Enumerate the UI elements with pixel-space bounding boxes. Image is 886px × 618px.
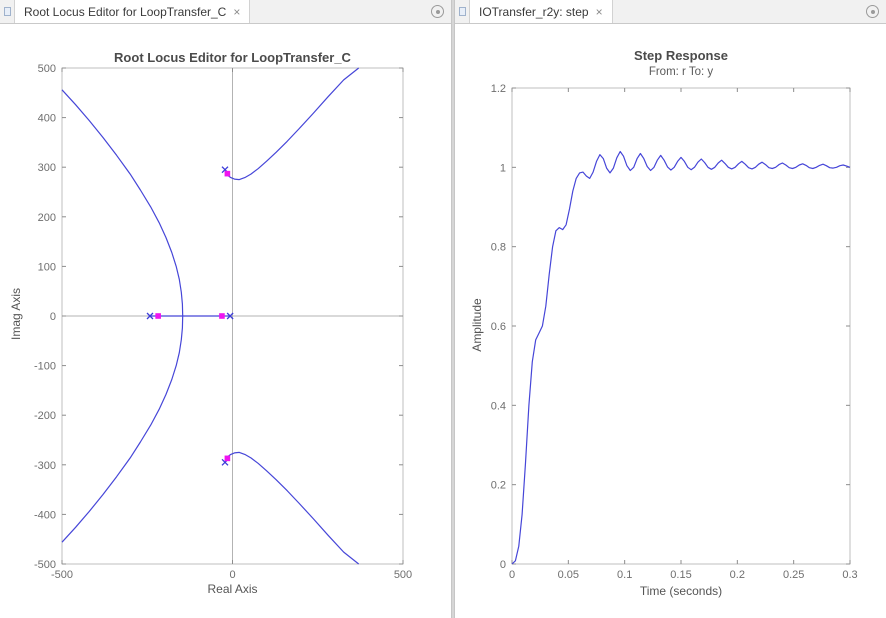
closed-loop-pole-square-icon[interactable] (224, 170, 231, 177)
y-tick-label: -100 (34, 361, 56, 373)
y-tick-label: 200 (38, 212, 56, 224)
step-response-xlabel: Time (seconds) (639, 584, 723, 598)
root-locus-xlabel: Real Axis (207, 582, 258, 596)
plot-box (511, 87, 851, 565)
x-tick-label: 0.1 (617, 569, 632, 581)
y-tick-label: -400 (34, 509, 56, 521)
step-response-plot: 0 0.05 0.1 0.15 0.2 0.25 0.3 0 0.2 0.4 0.6 0.8 1 1.2 (491, 83, 858, 581)
root-locus-plot[interactable]: -500 0 500 -500 -400 -300 -200 -100 0 100 200 300 40… (0, 24, 451, 618)
y-tick-label: 0.4 (491, 400, 506, 412)
tab-iotransfer-step[interactable]: IOTransfer_r2y: step × (469, 0, 613, 23)
x-tick-label: 0.25 (783, 569, 804, 581)
x-tick-label: 0.3 (842, 569, 857, 581)
series-step-response (511, 150, 851, 565)
y-tick-label: -500 (34, 559, 56, 571)
y-tick-label: -200 (34, 410, 56, 422)
y-tick-label: 0.8 (491, 242, 506, 254)
y-tick-label: 400 (38, 113, 56, 125)
close-icon[interactable]: × (233, 4, 241, 19)
close-icon[interactable]: × (595, 4, 603, 19)
x-tick-label: 0.15 (670, 569, 691, 581)
step-response-title: Step Response (634, 48, 728, 63)
root-locus-title: Root Locus Editor for LoopTransfer_C (114, 50, 351, 65)
y-tick-label: 1.2 (491, 83, 506, 95)
y-tick-label: 0 (50, 311, 56, 323)
closed-loop-pole-square-icon[interactable] (224, 455, 231, 462)
open-loop-pole-x-icon (226, 312, 234, 320)
root-locus-tabbar: Root Locus Editor for LoopTransfer_C × (0, 0, 451, 24)
x-tick-label: -500 (51, 569, 73, 581)
document-icon (3, 7, 11, 16)
x-tick-label: 0 (509, 569, 515, 581)
step-response-subtitle: From: r To: y (648, 66, 714, 78)
root-locus-content: Root Locus Editor for LoopTransfer_C Ima… (0, 24, 451, 618)
closed-loop-pole-square-icon[interactable] (219, 313, 225, 319)
x-tick-label: 500 (394, 569, 412, 581)
float-panel-icon[interactable] (431, 5, 444, 18)
tab-label: Root Locus Editor for LoopTransfer_C (24, 4, 227, 19)
step-response-panel: IOTransfer_r2y: step × Step Response Fro… (455, 0, 886, 618)
panel-grip-icon (0, 0, 14, 23)
step-response-content: Step Response From: r To: y Amplitude Ti… (455, 24, 886, 618)
y-tick-label: 0 (500, 559, 506, 571)
y-tick-label: 1 (500, 162, 506, 174)
x-tick-label: 0.05 (558, 569, 579, 581)
y-tick-label: -300 (34, 460, 56, 472)
series-upper-right-branch (227, 67, 360, 181)
y-tick-label: 100 (38, 261, 56, 273)
tab-root-locus-editor[interactable]: Root Locus Editor for LoopTransfer_C × (14, 0, 251, 23)
open-loop-pole-x-icon (221, 166, 229, 174)
document-icon (458, 7, 466, 16)
float-panel-icon[interactable] (866, 5, 879, 18)
closed-loop-pole-square-icon[interactable] (155, 313, 161, 319)
x-tick-label: 0.2 (730, 569, 745, 581)
series-lower-right-branch (227, 451, 360, 565)
y-tick-label: 300 (38, 162, 56, 174)
y-tick-label: 0.2 (491, 480, 506, 492)
x-tick-label: 0 (229, 569, 235, 581)
tab-label: IOTransfer_r2y: step (479, 4, 589, 19)
root-locus-panel: Root Locus Editor for LoopTransfer_C × R… (0, 0, 451, 618)
y-tick-label: 500 (38, 63, 56, 75)
step-response-tabbar: IOTransfer_r2y: step × (455, 0, 886, 24)
open-loop-pole-x-icon (146, 312, 154, 320)
panel-grip-icon (455, 0, 469, 23)
y-tick-label: 0.6 (491, 321, 506, 333)
panel-splitter[interactable] (451, 0, 455, 618)
